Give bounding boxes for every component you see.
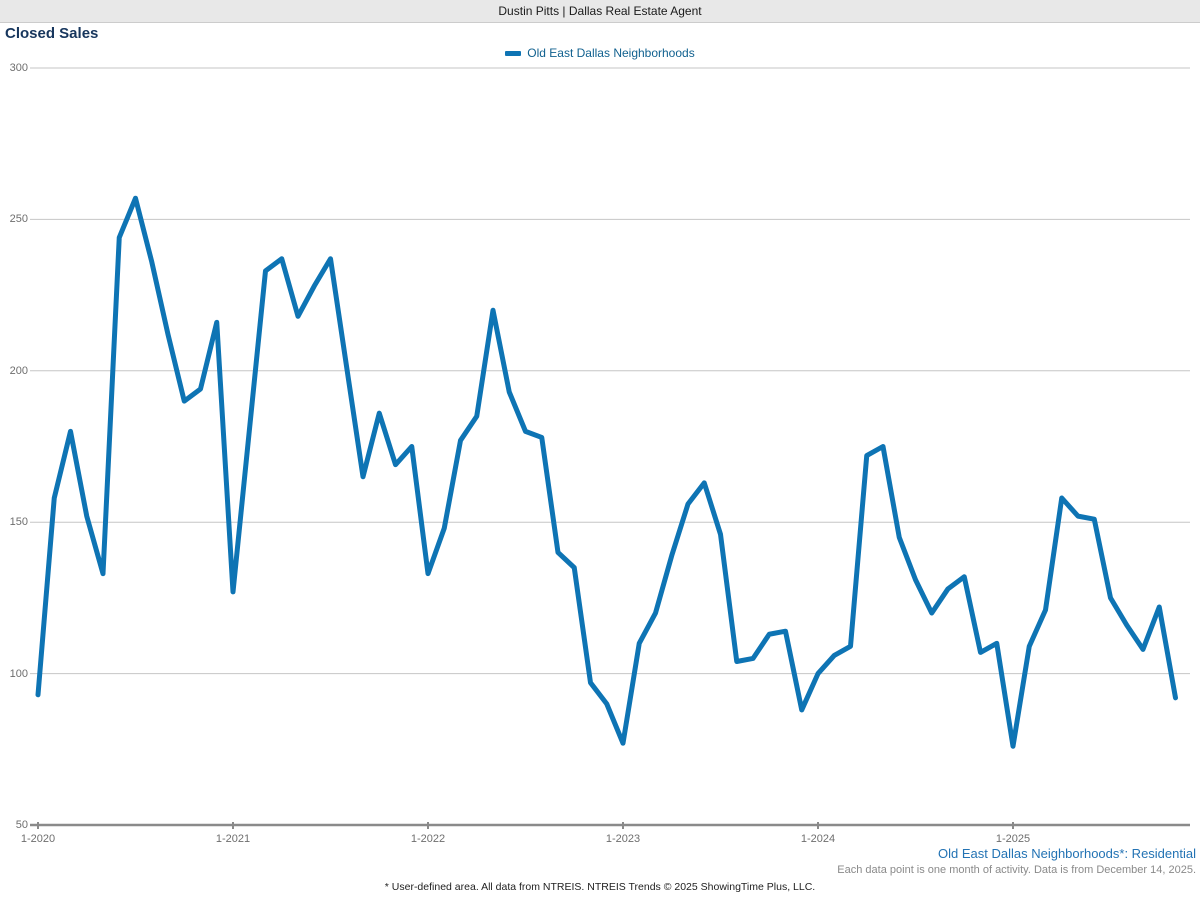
data-note: Each data point is one month of activity…: [837, 864, 1196, 876]
y-tick-label: 200: [9, 364, 28, 377]
disclaimer-text: * User-defined area. All data from NTREI…: [384, 881, 816, 893]
x-tick-label: 1-2024: [800, 833, 836, 845]
legend-item[interactable]: Old East Dallas Neighborhoods: [0, 46, 1200, 60]
x-tick-label: 1-2023: [605, 833, 641, 845]
y-tick-label: 100: [9, 667, 28, 680]
top-bar: Dustin Pitts | Dallas Real Estate Agent: [0, 0, 1200, 23]
series-note: Old East Dallas Neighborhoods*: Resident…: [938, 846, 1196, 861]
brand-text: Dustin Pitts | Dallas Real Estate Agent: [498, 4, 702, 18]
legend-label: Old East Dallas Neighborhoods: [527, 46, 695, 60]
page-title: Closed Sales: [5, 25, 99, 42]
chart-canvas[interactable]: [0, 0, 1200, 860]
y-tick-label: 300: [9, 62, 28, 74]
y-tick-label: 150: [9, 516, 28, 529]
series-line[interactable]: [35, 195, 1178, 749]
y-tick-label: 250: [9, 213, 28, 226]
y-tick-label: 50: [15, 819, 28, 831]
x-tick-label: 1-2021: [215, 833, 251, 845]
legend-line-icon: [505, 50, 522, 56]
x-tick-label: 1-2022: [410, 833, 446, 845]
x-tick-label: 1-2020: [20, 833, 56, 845]
x-tick-label: 1-2025: [995, 833, 1031, 845]
